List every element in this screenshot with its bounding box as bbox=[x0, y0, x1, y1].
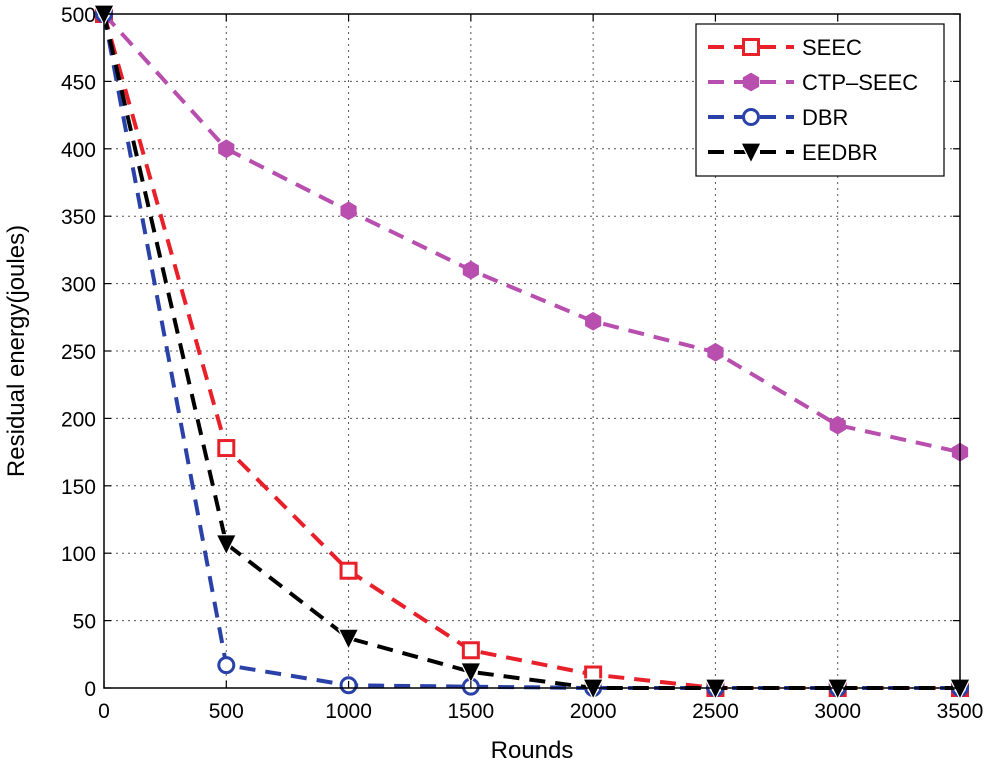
y-axis-label: Residual energy(joules) bbox=[3, 225, 30, 477]
data-point-eedbr bbox=[459, 662, 482, 685]
grid bbox=[104, 14, 960, 688]
y-tick-label: 250 bbox=[61, 341, 96, 364]
legend-label: CTP–SEEC bbox=[802, 70, 918, 95]
legend-item-seec: SEEC bbox=[708, 35, 862, 60]
x-tick-label: 3000 bbox=[814, 700, 861, 723]
legend-item-ctp-seec: CTP–SEEC bbox=[708, 70, 918, 95]
data-point-seec bbox=[217, 439, 236, 458]
legend-item-eedbr: EEDBR bbox=[708, 140, 878, 165]
legend-marker bbox=[740, 142, 762, 165]
data-point-eedbr bbox=[826, 678, 849, 701]
legend: SEEC CTP–SEEC DBR EEDBR bbox=[695, 23, 945, 177]
legend-marker bbox=[742, 108, 760, 126]
data-point-eedbr bbox=[337, 628, 360, 651]
data-point-seec bbox=[339, 561, 358, 580]
y-tick-label: 50 bbox=[73, 611, 96, 634]
y-tick-label: 350 bbox=[61, 206, 96, 229]
x-tick-label: 2000 bbox=[570, 700, 617, 723]
axis-ticks: 0 500 1000 1500 2000 2500 3000 3500 0 50 100 150 200… bbox=[61, 4, 983, 723]
legend-label: SEEC bbox=[802, 35, 862, 60]
x-axis-label: Rounds bbox=[491, 737, 574, 764]
legend-marker bbox=[742, 38, 760, 56]
data-point-ctp-seec bbox=[829, 415, 846, 435]
data-point-seec bbox=[461, 641, 480, 660]
x-tick-label: 3500 bbox=[937, 700, 984, 723]
data-point-eedbr bbox=[582, 678, 605, 701]
legend-marker bbox=[742, 72, 760, 92]
data-point-eedbr bbox=[704, 678, 727, 701]
y-tick-label: 0 bbox=[84, 678, 96, 701]
x-tick-label: 1500 bbox=[447, 700, 494, 723]
x-tick-label: 1000 bbox=[325, 700, 372, 723]
legend-item-dbr: DBR bbox=[708, 105, 848, 130]
y-tick-label: 100 bbox=[61, 543, 96, 566]
y-tick-label: 500 bbox=[61, 4, 96, 27]
data-point-ctp-seec bbox=[585, 311, 602, 331]
series-line-ctp-seec bbox=[102, 12, 961, 455]
data-point-eedbr bbox=[215, 534, 238, 557]
data-point-ctp-seec bbox=[707, 342, 724, 362]
data-point-ctp-seec bbox=[462, 260, 479, 280]
legend-label: EEDBR bbox=[802, 140, 878, 165]
y-tick-label: 150 bbox=[61, 476, 96, 499]
x-tick-label: 0 bbox=[98, 700, 110, 723]
y-tick-label: 450 bbox=[61, 71, 96, 94]
x-tick-label: 500 bbox=[209, 700, 244, 723]
legend-label: DBR bbox=[802, 105, 848, 130]
y-tick-label: 300 bbox=[61, 274, 96, 297]
x-tick-label: 2500 bbox=[692, 700, 739, 723]
y-tick-label: 400 bbox=[61, 139, 96, 162]
data-point-dbr bbox=[217, 656, 236, 675]
data-point-ctp-seec bbox=[218, 139, 235, 159]
data-point-ctp-seec bbox=[340, 201, 357, 221]
y-tick-label: 200 bbox=[61, 408, 96, 431]
